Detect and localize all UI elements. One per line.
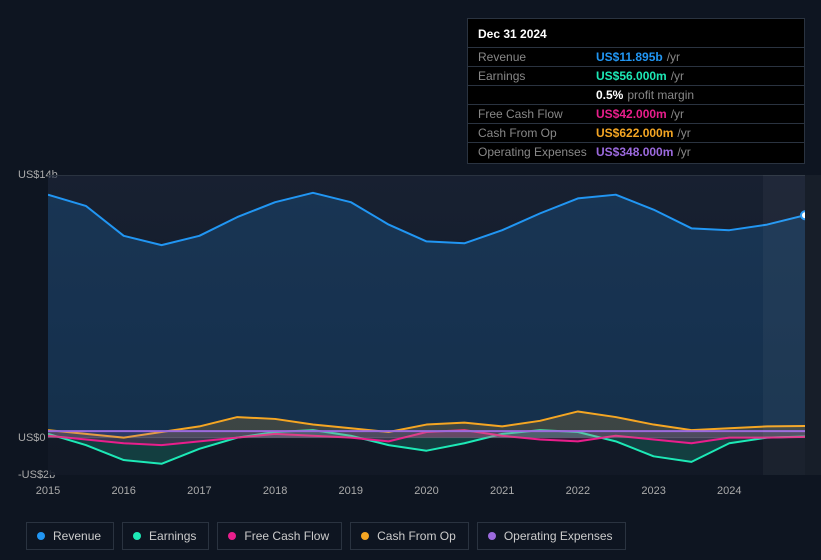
tooltip-date: Dec 31 2024	[468, 25, 804, 47]
legend-label: Free Cash Flow	[244, 529, 329, 543]
legend-label: Earnings	[149, 529, 196, 543]
legend-dot-icon	[37, 532, 45, 540]
x-axis-label: 2015	[36, 485, 60, 497]
x-axis-label: 2022	[566, 485, 590, 497]
tooltip-unit: /yr	[671, 107, 684, 121]
tooltip-value: US$622.000m	[596, 126, 673, 140]
tooltip-label: Cash From Op	[478, 126, 596, 140]
tooltip-secondary-value: 0.5%	[596, 88, 623, 102]
legend-dot-icon	[488, 532, 496, 540]
financials-chart[interactable]: US$14bUS$0-US$2b 20152016201720182019202…	[18, 155, 805, 535]
x-axis-label: 2017	[187, 485, 211, 497]
legend-item[interactable]: Operating Expenses	[477, 522, 626, 550]
legend-item[interactable]: Earnings	[122, 522, 209, 550]
legend-dot-icon	[133, 532, 141, 540]
x-axis-label: 2020	[414, 485, 438, 497]
tooltip-secondary-label: profit margin	[627, 88, 694, 102]
x-axis-label: 2019	[339, 485, 363, 497]
legend-item[interactable]: Revenue	[26, 522, 114, 550]
tooltip-row-secondary: 0.5% profit margin	[468, 85, 804, 104]
tooltip-value: US$56.000m	[596, 69, 667, 83]
legend-label: Cash From Op	[377, 529, 456, 543]
tooltip-unit: /yr	[667, 50, 680, 64]
tooltip-row: EarningsUS$56.000m/yr	[468, 66, 804, 85]
x-axis-label: 2018	[263, 485, 287, 497]
tooltip-row: RevenueUS$11.895b/yr	[468, 47, 804, 66]
tooltip-value: US$11.895b	[596, 50, 663, 64]
tooltip-label: Free Cash Flow	[478, 107, 596, 121]
x-axis-label: 2023	[641, 485, 665, 497]
legend-dot-icon	[361, 532, 369, 540]
tooltip-unit: /yr	[677, 126, 690, 140]
tooltip-row: Free Cash FlowUS$42.000m/yr	[468, 104, 804, 123]
y-axis-label: US$0	[18, 432, 46, 444]
legend-dot-icon	[228, 532, 236, 540]
x-axis-label: 2016	[111, 485, 135, 497]
x-axis-label: 2021	[490, 485, 514, 497]
tooltip-unit: /yr	[671, 69, 684, 83]
legend-item[interactable]: Cash From Op	[350, 522, 469, 550]
tooltip-label: Revenue	[478, 50, 596, 64]
chart-tooltip: Dec 31 2024 RevenueUS$11.895b/yrEarnings…	[467, 18, 805, 164]
legend-label: Operating Expenses	[504, 529, 613, 543]
chart-legend: Revenue Earnings Free Cash Flow Cash From O…	[26, 522, 626, 550]
legend-label: Revenue	[53, 529, 101, 543]
tooltip-value: US$42.000m	[596, 107, 667, 121]
x-axis-label: 2024	[717, 485, 741, 497]
tooltip-row: Cash From OpUS$622.000m/yr	[468, 123, 804, 142]
tooltip-label: Earnings	[478, 69, 596, 83]
legend-item[interactable]: Free Cash Flow	[217, 522, 342, 550]
